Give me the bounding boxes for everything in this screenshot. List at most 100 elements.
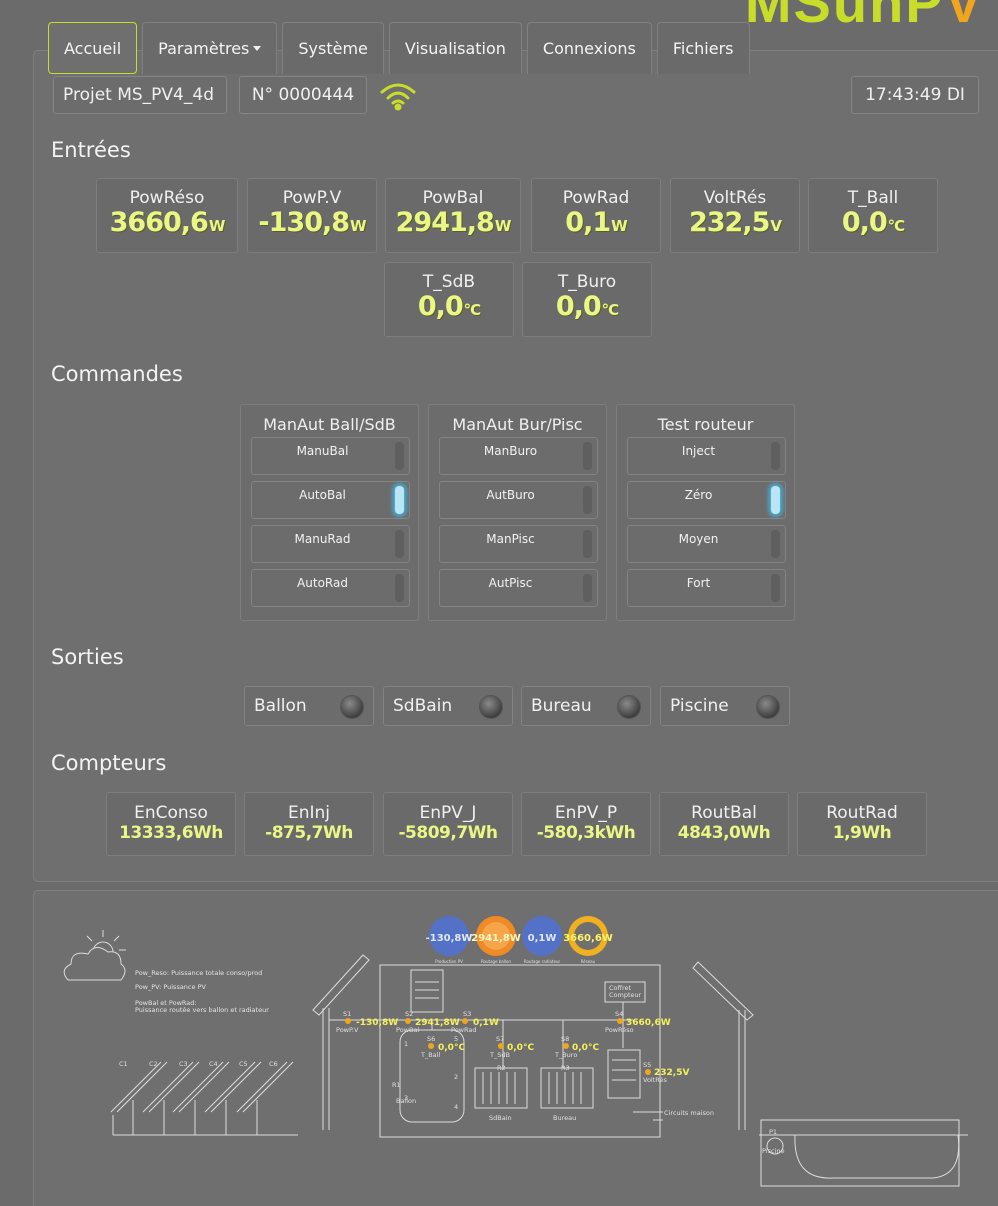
svg-text:PowRéso: PowRéso	[605, 1026, 634, 1034]
gauge-reseau: 3660,6W Réseau	[563, 916, 613, 964]
svg-text:0,0°C: 0,0°C	[438, 1043, 465, 1053]
svg-text:Ballon: Ballon	[396, 1097, 416, 1105]
tab-visualisation[interactable]: Visualisation	[388, 22, 522, 74]
output-ballon: Ballon	[244, 686, 374, 726]
svg-text:2941,8W: 2941,8W	[415, 1018, 460, 1028]
svg-text:Bureau: Bureau	[553, 1114, 576, 1122]
svg-text:S1: S1	[343, 1010, 351, 1018]
tab-connexions[interactable]: Connexions	[526, 22, 652, 74]
svg-text:Coffret: Coffret	[609, 984, 632, 992]
autorad-button[interactable]: AutoRad	[251, 569, 410, 607]
pv-field	[110, 1061, 298, 1136]
sun-cloud-icon	[63, 930, 126, 981]
manburo-button[interactable]: ManBuro	[439, 437, 598, 475]
manpisc-button[interactable]: ManPisc	[439, 525, 598, 563]
svg-text:-130,8W: -130,8W	[356, 1018, 398, 1028]
gauge-radiateur: 0,1W Routage radiateur	[522, 916, 562, 964]
svg-text:T_Ball: T_Ball	[420, 1051, 440, 1059]
fort-button[interactable]: Fort	[627, 569, 786, 607]
counter-enpv-j: EnPV_J -5809,7Wh	[383, 792, 513, 856]
svg-text:0,0°C: 0,0°C	[507, 1043, 534, 1053]
chevron-down-icon	[253, 46, 262, 51]
svg-text:S6: S6	[427, 1035, 435, 1043]
input-card-tsdb: T_SdB 0,0°C	[384, 262, 514, 337]
status-indicator	[583, 442, 592, 470]
led-indicator	[756, 695, 780, 719]
counter-routbal: RoutBal 4843,0Wh	[659, 792, 789, 856]
status-indicator	[395, 574, 404, 602]
svg-text:C4: C4	[209, 1060, 218, 1068]
synoptic-panel	[33, 890, 998, 1206]
svg-text:3660,6W: 3660,6W	[626, 1018, 671, 1028]
svg-text:C2: C2	[149, 1060, 158, 1068]
svg-text:S7: S7	[496, 1035, 504, 1043]
legend-line-3: PowBal et PowRad:	[135, 999, 197, 1007]
svg-text:0,1W: 0,1W	[473, 1018, 499, 1028]
svg-text:T_Buro: T_Buro	[554, 1051, 577, 1059]
legend-line-2: Pow_PV: Puissance PV	[135, 983, 206, 991]
output-bureau: Bureau	[521, 686, 651, 726]
input-card-powrad: PowRad 0,1W	[531, 178, 661, 253]
svg-text:PowRad: PowRad	[451, 1026, 476, 1034]
status-indicator	[395, 486, 404, 514]
autburo-button[interactable]: AutBuro	[439, 481, 598, 519]
tab-fichiers[interactable]: Fichiers	[656, 22, 750, 74]
status-indicator	[395, 530, 404, 558]
tab-parametres[interactable]: Paramètres	[142, 22, 278, 74]
inject-button[interactable]: Inject	[627, 437, 786, 475]
led-indicator	[617, 695, 641, 719]
svg-text:232,5V: 232,5V	[654, 1068, 689, 1078]
autpisc-button[interactable]: AutPisc	[439, 569, 598, 607]
svg-text:Piscine: Piscine	[762, 1147, 784, 1155]
manurad-button[interactable]: ManuRad	[251, 525, 410, 563]
command-group-bur-pisc: ManAut Bur/Pisc ManBuro AutBuro ManPisc …	[428, 404, 607, 621]
svg-text:4: 4	[454, 1103, 458, 1111]
status-indicator	[771, 442, 780, 470]
status-indicator	[583, 574, 592, 602]
output-sdbain: SdBain	[383, 686, 513, 726]
svg-text:Réseau: Réseau	[581, 959, 596, 964]
svg-text:2941,8W: 2941,8W	[471, 933, 521, 944]
svg-text:S8: S8	[561, 1035, 569, 1043]
svg-text:C1: C1	[119, 1060, 128, 1068]
svg-text:R2: R2	[497, 1064, 506, 1072]
tab-accueil[interactable]: Accueil	[48, 22, 138, 74]
manubal-button[interactable]: ManuBal	[251, 437, 410, 475]
svg-text:Routage radiateur: Routage radiateur	[524, 959, 561, 964]
counter-eninj: EnInj -875,7Wh	[244, 792, 374, 856]
svg-text:0,0°C: 0,0°C	[572, 1043, 599, 1053]
gauge-pv: -130,8W Production PV	[426, 916, 473, 964]
svg-text:S5: S5	[643, 1061, 651, 1069]
svg-text:-130,8W: -130,8W	[426, 933, 473, 944]
svg-text:Circuits maison: Circuits maison	[664, 1109, 714, 1117]
autobal-button[interactable]: AutoBal	[251, 481, 410, 519]
svg-text:S2: S2	[405, 1010, 413, 1018]
input-card-tburo: T_Buro 0,0°C	[522, 262, 652, 337]
status-indicator	[395, 442, 404, 470]
input-card-voltres: VoltRés 232,5V	[670, 178, 800, 253]
svg-text:PowP.V: PowP.V	[336, 1026, 359, 1034]
outputs-section-title: Sorties	[51, 645, 124, 669]
counter-enconso: EnConso 13333,6Wh	[106, 792, 236, 856]
project-name-box: Projet MS_PV4_4d	[53, 76, 227, 114]
svg-text:P1: P1	[769, 1128, 777, 1136]
main-nav-tabs: Accueil Paramètres Système Visualisation…	[48, 22, 750, 74]
tab-systeme[interactable]: Système	[282, 22, 384, 74]
input-card-powbal: PowBal 2941,8W	[385, 178, 521, 253]
svg-text:T_SdB: T_SdB	[489, 1051, 510, 1059]
installation-diagram: Pow_Reso: Puissance totale conso/prod Po…	[63, 916, 968, 1187]
svg-text:0,1W: 0,1W	[528, 933, 557, 944]
zero-button[interactable]: Zéro	[627, 481, 786, 519]
commands-section-title: Commandes	[51, 362, 183, 386]
svg-text:S3: S3	[463, 1010, 471, 1018]
command-group-test-routeur: Test routeur Inject Zéro Moyen Fort	[616, 404, 795, 621]
svg-text:3: 3	[404, 1094, 408, 1102]
svg-text:SdBain: SdBain	[489, 1114, 512, 1122]
counters-section-title: Compteurs	[51, 751, 167, 775]
svg-text:1: 1	[404, 1040, 408, 1048]
clock-display: 17:43:49 DI	[851, 76, 979, 114]
svg-text:Production PV: Production PV	[435, 959, 463, 964]
moyen-button[interactable]: Moyen	[627, 525, 786, 563]
svg-text:C3: C3	[179, 1060, 188, 1068]
status-indicator	[583, 486, 592, 514]
